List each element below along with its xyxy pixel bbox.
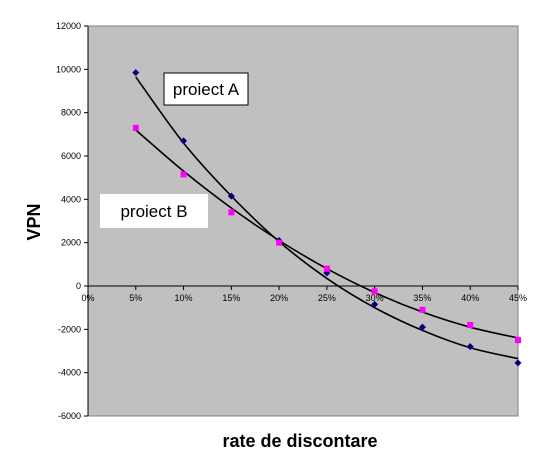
data-point-series-2	[371, 288, 378, 295]
data-point-series-1	[466, 343, 474, 351]
x-axis-title: rate de discontare	[222, 431, 377, 451]
data-point-series-2	[323, 265, 330, 272]
y-tick-label: -4000	[58, 368, 81, 378]
y-axis-ticks: -6000 -4000 -2000 0 2000 4000 6000 8000 10000 120…	[56, 21, 88, 421]
x-tick-label: 40%	[461, 293, 479, 303]
data-point-series-2	[419, 306, 426, 313]
data-point-series-1	[132, 69, 140, 77]
y-tick-label: 2000	[61, 238, 81, 248]
x-tick-label: 30%	[366, 293, 384, 303]
data-point-series-2	[276, 239, 283, 246]
annotation-box-a	[163, 72, 249, 106]
y-tick-label: 10000	[56, 64, 81, 74]
annotation-box-b	[100, 194, 208, 228]
trendline-1	[135, 76, 519, 360]
data-point-series-2	[467, 322, 474, 328]
y-axis-title: VPN	[24, 203, 44, 240]
x-tick-label: 0%	[81, 293, 94, 303]
data-point-series-2	[180, 171, 187, 178]
y-tick-label: 0	[76, 281, 81, 291]
data-point-series-1	[227, 192, 235, 200]
data-point-series-2	[515, 337, 521, 344]
x-tick-label: 45%	[509, 293, 527, 303]
y-tick-label: 8000	[61, 108, 81, 118]
annotation-proiect-b: proiect B	[100, 194, 208, 228]
annotation-label-a: proiect A	[173, 80, 240, 99]
data-point-series-1	[514, 359, 522, 367]
data-point-series-1	[180, 137, 188, 145]
y-tick-label: -6000	[58, 411, 81, 421]
data-point-series-2	[132, 124, 139, 131]
x-tick-label: 20%	[270, 293, 288, 303]
annotation-label-b: proiect B	[120, 202, 187, 221]
y-tick-label: 4000	[61, 194, 81, 204]
x-axis-ticks: 0% 5% 10% 15% 20% 25% 30% 35% 40% 45%	[81, 286, 527, 303]
annotation-proiect-a: proiect A	[163, 72, 249, 106]
data-point-series-1	[418, 323, 426, 331]
y-tick-label: 6000	[61, 151, 81, 161]
x-tick-label: 35%	[413, 293, 431, 303]
x-tick-label: 5%	[129, 293, 142, 303]
x-tick-label: 10%	[175, 293, 193, 303]
x-tick-label: 15%	[222, 293, 240, 303]
y-tick-label: -2000	[58, 324, 81, 334]
data-point-series-2	[228, 209, 235, 216]
y-tick-label: 12000	[56, 21, 81, 31]
data-point-series-1	[371, 300, 379, 308]
data-points	[132, 69, 522, 367]
x-tick-label: 25%	[318, 293, 336, 303]
